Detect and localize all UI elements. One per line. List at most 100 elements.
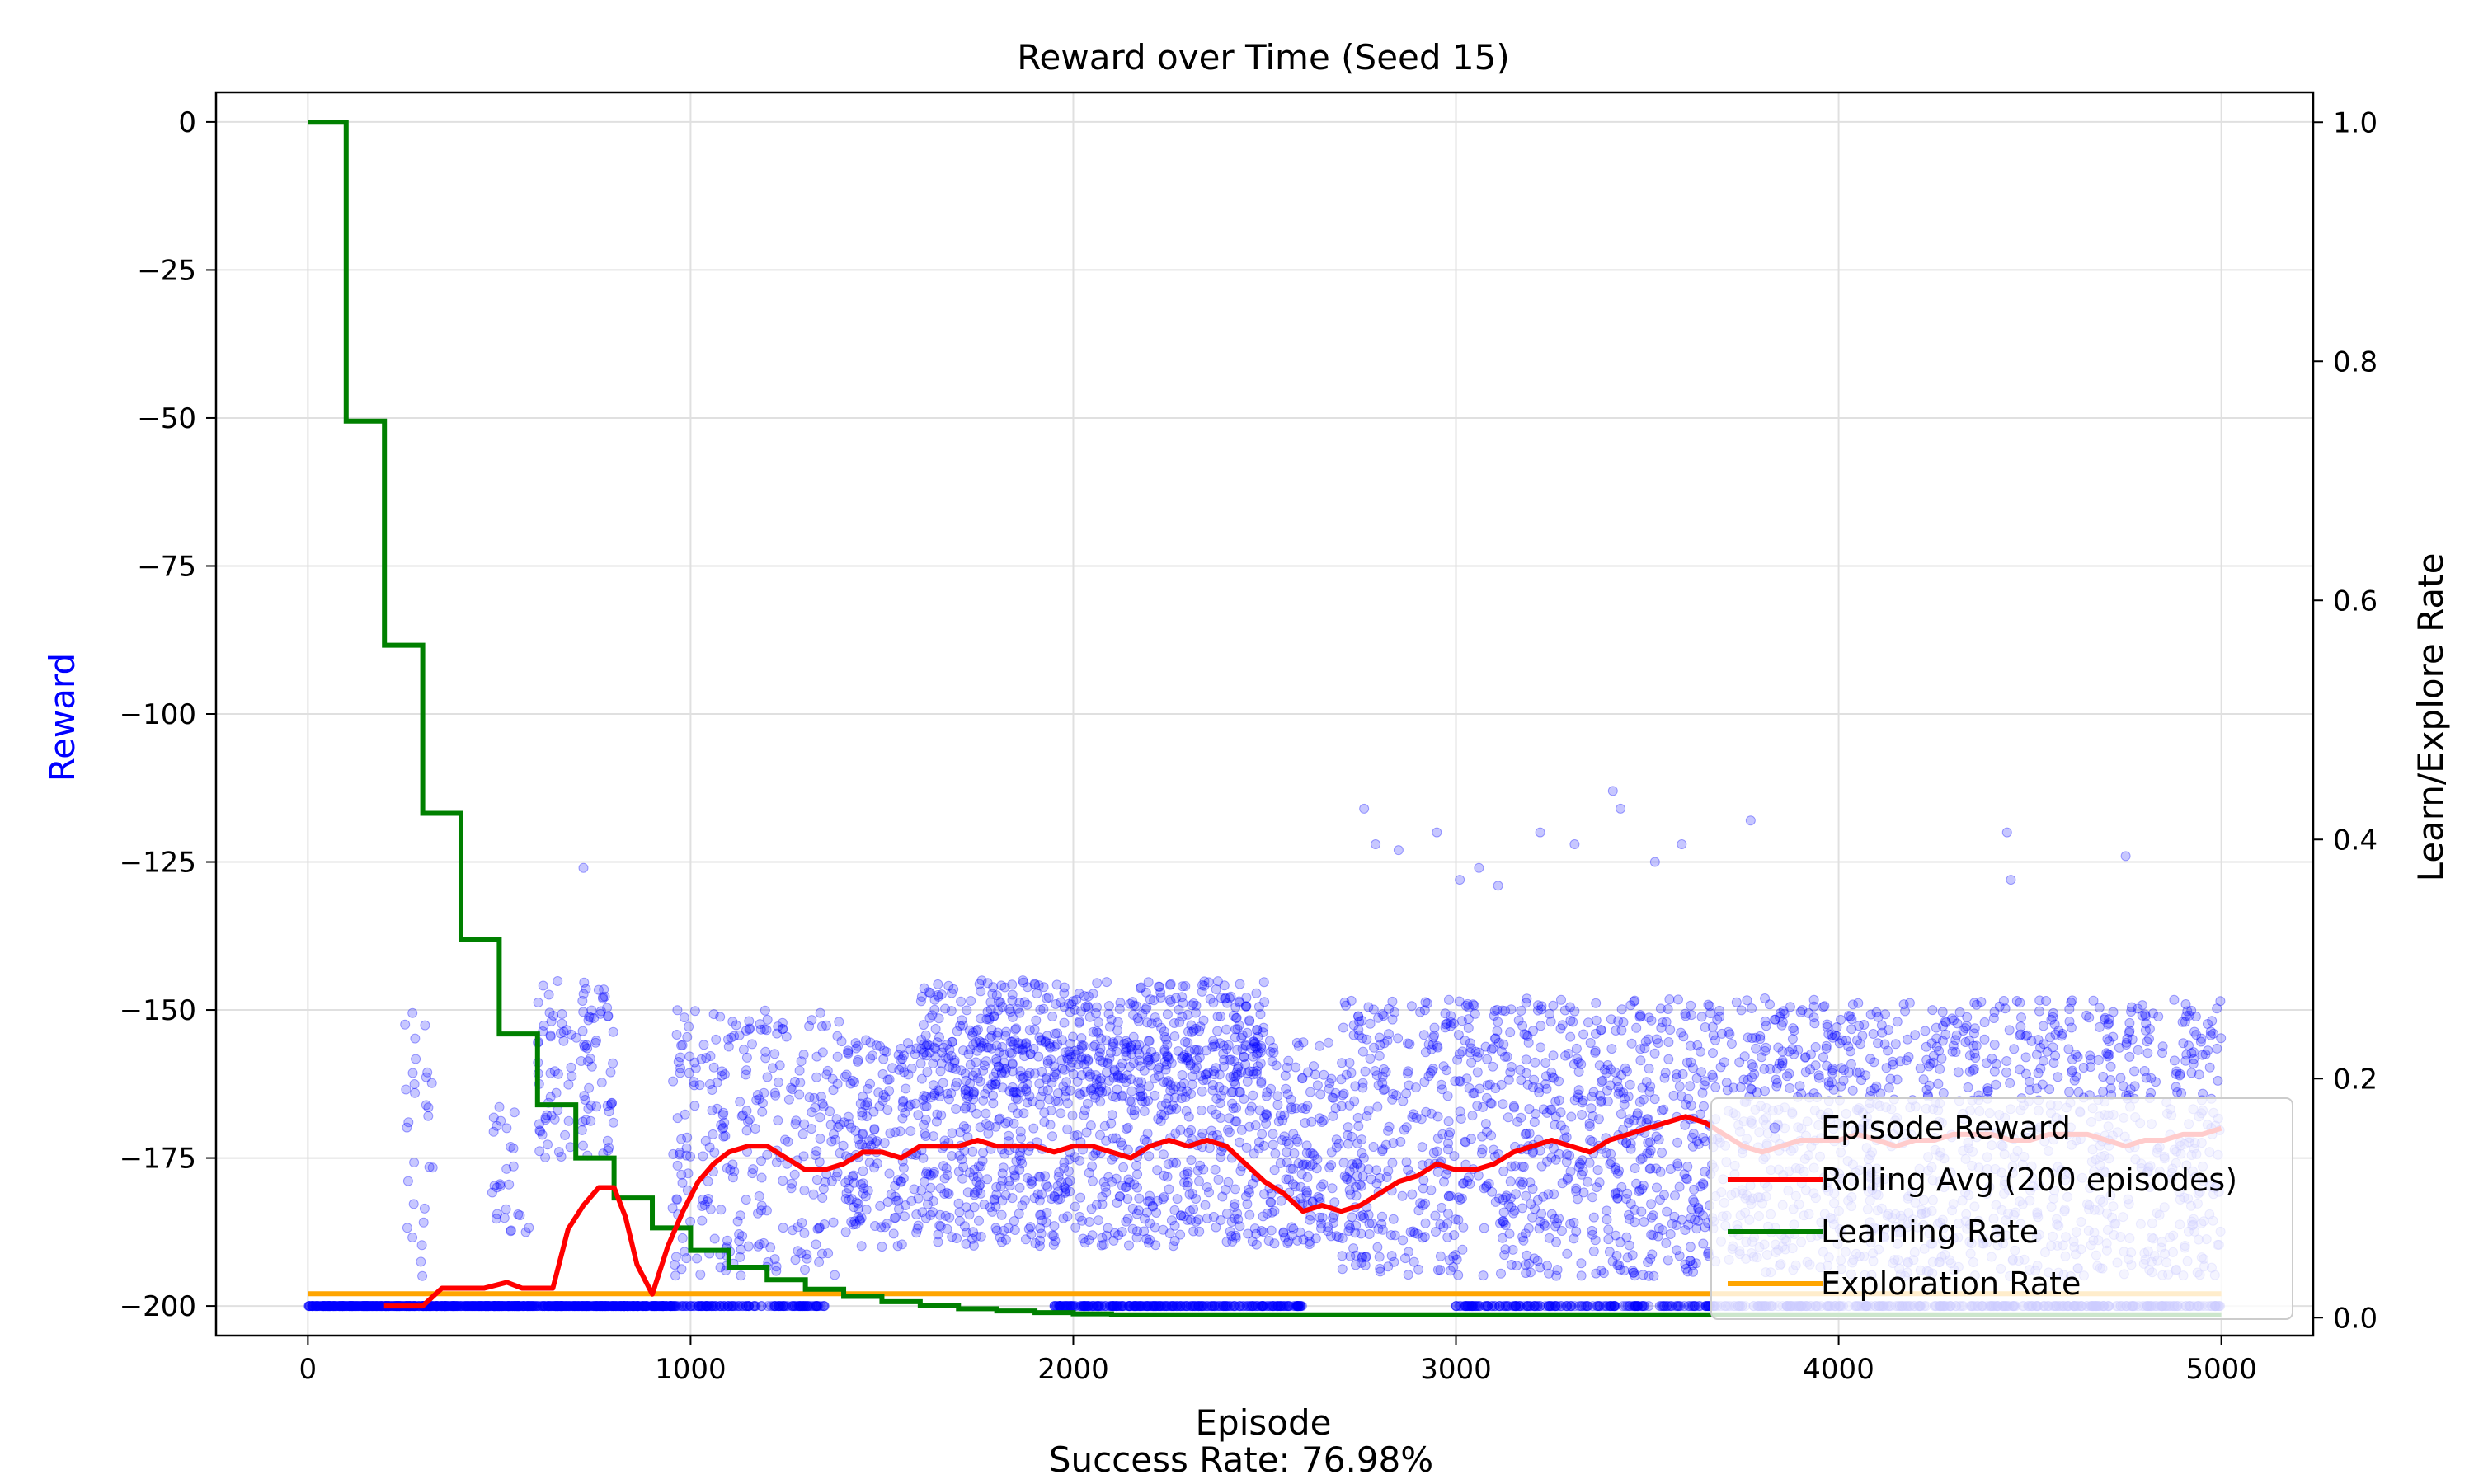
- episode-reward-point: [2001, 1056, 2012, 1066]
- episode-reward-point: [1051, 979, 1062, 990]
- episode-reward-point: [367, 1301, 378, 1312]
- episode-reward-point: [1632, 1108, 1643, 1119]
- episode-reward-point: [811, 1072, 822, 1082]
- episode-reward-point: [2139, 1066, 2150, 1076]
- episode-reward-point: [1337, 1090, 1348, 1101]
- episode-reward-point: [325, 1301, 336, 1312]
- episode-reward-point: [595, 1301, 605, 1312]
- episode-reward-point: [651, 1301, 662, 1312]
- episode-reward-point: [1960, 1037, 1971, 1047]
- episode-reward-point: [889, 1213, 900, 1223]
- episode-reward-point: [1937, 1036, 1948, 1046]
- episode-reward-point: [488, 1301, 499, 1312]
- episode-reward-point: [1056, 1035, 1067, 1045]
- episode-reward-point: [500, 1301, 510, 1312]
- episode-reward-point: [1225, 991, 1236, 1002]
- episode-reward-point: [473, 1301, 484, 1312]
- episode-reward-point: [1562, 1174, 1573, 1185]
- episode-reward-point: [593, 1301, 604, 1312]
- episode-reward-point: [1202, 1213, 1212, 1223]
- episode-reward-point: [689, 1101, 700, 1111]
- episode-reward-point: [686, 1301, 697, 1312]
- episode-reward-point: [539, 1301, 550, 1312]
- episode-reward-point: [1437, 1202, 1447, 1213]
- episode-reward-point: [1503, 1112, 1513, 1123]
- episode-reward-point: [451, 1301, 462, 1312]
- episode-reward-point: [1107, 1154, 1117, 1165]
- episode-reward-point: [1659, 1073, 1670, 1083]
- episode-reward-point: [1056, 997, 1066, 1007]
- episode-reward-point: [1094, 1076, 1105, 1086]
- episode-reward-point: [517, 1301, 528, 1312]
- episode-reward-point: [1808, 1001, 1819, 1012]
- episode-reward-point: [734, 1229, 745, 1239]
- episode-reward-point: [468, 1301, 479, 1312]
- episode-reward-point: [1432, 1111, 1443, 1122]
- episode-reward-point: [948, 984, 959, 994]
- episode-reward-point: [600, 1301, 610, 1312]
- episode-reward-point: [481, 1301, 492, 1312]
- episode-reward-point: [1663, 1037, 1674, 1047]
- episode-reward-point: [629, 1301, 640, 1312]
- episode-reward-point: [614, 1301, 624, 1312]
- episode-reward-point: [2213, 1075, 2223, 1086]
- episode-reward-point: [361, 1301, 372, 1312]
- episode-reward-point: [555, 1301, 566, 1312]
- episode-reward-point: [1180, 981, 1191, 991]
- episode-reward-point: [940, 1003, 951, 1014]
- episode-reward-point: [1047, 1194, 1057, 1205]
- episode-reward-point: [1001, 1026, 1011, 1037]
- episode-reward-point: [1214, 1069, 1225, 1080]
- episode-reward-point: [890, 1127, 901, 1138]
- episode-reward-point: [1616, 1004, 1627, 1015]
- episode-reward-point: [1521, 1054, 1531, 1065]
- episode-reward-point: [1244, 1015, 1254, 1026]
- episode-reward-point: [1418, 1030, 1429, 1040]
- episode-reward-point: [1155, 981, 1164, 992]
- episode-reward-point: [538, 1301, 548, 1312]
- episode-reward-point: [2105, 1061, 2116, 1072]
- episode-reward-point: [586, 1301, 597, 1312]
- episode-reward-point: [1044, 1038, 1055, 1049]
- episode-reward-point: [1244, 1121, 1255, 1132]
- episode-reward-point: [1211, 984, 1221, 994]
- episode-reward-point: [1256, 1226, 1267, 1236]
- episode-reward-point: [1128, 1058, 1139, 1068]
- episode-reward-point: [858, 1166, 868, 1176]
- episode-reward-point: [928, 1059, 938, 1068]
- episode-reward-point: [1241, 1001, 1252, 1012]
- episode-reward-point: [567, 1301, 578, 1312]
- episode-reward-point: [929, 994, 940, 1005]
- episode-reward-point: [430, 1301, 441, 1312]
- episode-reward-point: [545, 1301, 556, 1312]
- episode-reward-point: [1562, 1248, 1573, 1259]
- episode-reward-point: [514, 1301, 524, 1312]
- episode-reward-point: [454, 1301, 465, 1312]
- episode-reward-point: [1244, 1209, 1255, 1220]
- episode-reward-point: [1363, 1002, 1374, 1012]
- episode-reward-point: [978, 1148, 988, 1158]
- episode-reward-point: [1492, 1004, 1503, 1015]
- episode-reward-point: [760, 1046, 771, 1057]
- episode-reward-point: [1122, 1122, 1133, 1133]
- episode-reward-point: [495, 1301, 506, 1312]
- episode-reward-point: [337, 1301, 348, 1312]
- episode-reward-point: [1207, 1080, 1218, 1090]
- episode-reward-point: [553, 1147, 564, 1158]
- episode-reward-point: [533, 998, 543, 1007]
- episode-reward-point: [334, 1301, 345, 1312]
- episode-reward-point: [875, 1041, 885, 1051]
- episode-reward-point: [1197, 1086, 1207, 1097]
- episode-reward-point: [2124, 1017, 2135, 1028]
- episode-reward-point: [1708, 1048, 1718, 1059]
- episode-reward-point: [642, 1301, 652, 1312]
- episode-reward-point: [434, 1301, 444, 1312]
- episode-reward-point: [449, 1301, 460, 1312]
- episode-reward-point: [1033, 980, 1044, 991]
- episode-reward-point: [477, 1301, 488, 1312]
- episode-reward-point: [441, 1301, 451, 1312]
- episode-reward-point: [1852, 1035, 1862, 1045]
- episode-reward-point: [608, 1301, 618, 1312]
- episode-reward-point: [471, 1301, 482, 1312]
- episode-reward-point: [1602, 1205, 1612, 1216]
